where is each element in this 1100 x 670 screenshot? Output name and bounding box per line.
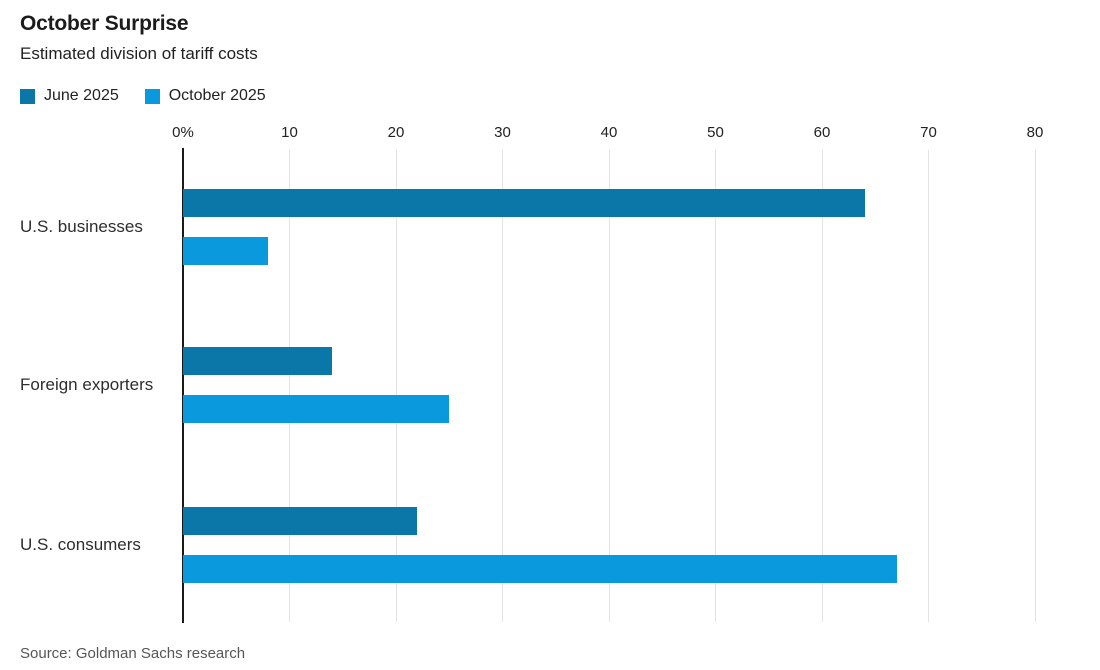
bar-u-s-consumers-june-2025 — [183, 507, 418, 535]
legend-item-october-2025: October 2025 — [144, 87, 266, 105]
chart-subtitle: Estimated division of tariff costs — [20, 44, 258, 63]
bar-u-s-businesses-october-2025 — [183, 237, 269, 265]
x-tick-label-40: 40 — [600, 124, 618, 141]
x-tick-label-0: 0% — [172, 124, 194, 141]
x-tick-label-10: 10 — [281, 124, 298, 141]
legend-swatch-june-2025 — [20, 88, 35, 104]
gridline-60 — [821, 150, 823, 622]
bar-foreign-exporters-june-2025 — [183, 347, 333, 375]
gridline-70 — [928, 150, 929, 622]
gridline-50 — [715, 150, 716, 622]
x-tick-label-70: 70 — [920, 124, 937, 141]
gridline-30 — [502, 150, 503, 622]
bar-chart: 0% 10 20 30 40 50 60 70 80 U.S. businesses Foreign… — [0, 118, 1100, 630]
legend-item-june-2025: June 2025 — [20, 87, 119, 105]
bar-foreign-exporters-october-2025 — [183, 395, 450, 423]
category-label: U.S. consumers — [20, 535, 141, 554]
x-tick-label-80: 80 — [1026, 124, 1044, 141]
gridline-10 — [289, 150, 290, 622]
category-label: U.S. businesses — [20, 217, 143, 236]
y-axis-line — [182, 148, 184, 623]
x-tick-label-20: 20 — [387, 124, 405, 141]
gridline-40 — [608, 150, 610, 622]
x-tick-label-60: 60 — [813, 124, 831, 141]
bar-u-s-businesses-june-2025 — [183, 189, 865, 217]
legend-swatch-october-2025 — [144, 88, 160, 104]
x-tick-label-30: 30 — [494, 124, 511, 141]
source-note: Source: Goldman Sachs research — [20, 645, 246, 662]
legend-label-october-2025: October 2025 — [168, 87, 266, 104]
gridline-80 — [1034, 150, 1036, 622]
gridline-20 — [395, 150, 397, 622]
legend: June 2025 October 2025 — [20, 87, 266, 105]
legend-label-june-2025: June 2025 — [44, 87, 119, 104]
chart-title: October Surprise — [20, 12, 189, 35]
x-tick-label-50: 50 — [707, 124, 724, 141]
category-label: Foreign exporters — [20, 375, 154, 394]
bar-u-s-consumers-october-2025 — [183, 555, 897, 583]
